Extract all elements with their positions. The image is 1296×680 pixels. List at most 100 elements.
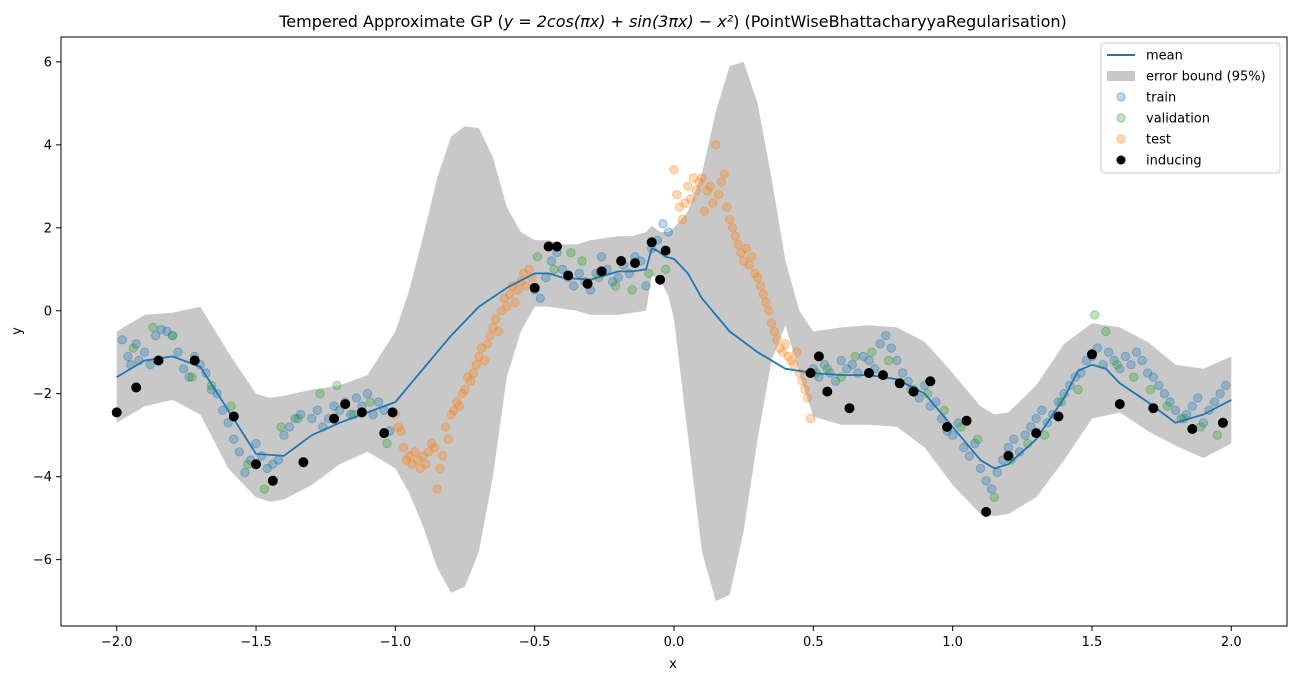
inducing-point	[251, 459, 261, 470]
validation-point	[566, 248, 576, 258]
inducing-point	[805, 368, 816, 378]
train-point	[886, 343, 896, 353]
legend-item-mean: mean	[1107, 49, 1183, 64]
test-point	[496, 306, 506, 316]
test-point	[688, 173, 699, 183]
train-point	[1109, 355, 1119, 366]
test-point	[750, 268, 760, 279]
inducing-point	[616, 256, 627, 266]
legend-label: validation	[1146, 112, 1210, 127]
validation-point	[293, 413, 303, 424]
train-point	[931, 397, 941, 407]
train-point	[875, 339, 885, 349]
test-point	[488, 322, 498, 333]
mean-line	[116, 247, 1232, 470]
inducing-series	[111, 237, 1228, 517]
train-point	[268, 459, 278, 469]
test-point	[711, 140, 721, 150]
train-point	[184, 372, 194, 382]
test-point	[435, 463, 445, 474]
legend-swatch	[1116, 155, 1126, 165]
train-point	[975, 463, 986, 474]
validation-point	[660, 264, 671, 274]
x-tick-label: 0.5	[803, 635, 824, 650]
test-point	[730, 231, 740, 241]
train-point	[329, 401, 339, 411]
inducing-point	[596, 266, 607, 277]
validation-point	[226, 401, 236, 411]
test-point	[521, 281, 531, 291]
test-point	[485, 330, 495, 341]
legend-swatch	[1116, 92, 1126, 102]
test-point	[691, 185, 701, 196]
test-point	[452, 397, 462, 407]
train-point	[936, 413, 947, 424]
legend: mean error bound (95%) train validation test…	[1100, 42, 1281, 174]
train-point	[1221, 380, 1231, 391]
train-point	[1193, 393, 1203, 403]
x-tick-label: 2.0	[1221, 635, 1242, 650]
test-point	[694, 177, 704, 187]
validation-point	[822, 364, 832, 374]
validation-point	[259, 484, 270, 494]
train-point	[1014, 447, 1025, 457]
validation-point	[627, 285, 637, 295]
validation-point	[532, 252, 543, 262]
test-point	[775, 343, 785, 353]
inducing-point	[529, 282, 540, 293]
test-point	[758, 289, 768, 299]
train-point	[1154, 380, 1164, 391]
legend-label: train	[1146, 91, 1176, 106]
validation-point	[577, 256, 587, 266]
train-point	[234, 447, 245, 457]
test-point	[502, 301, 512, 312]
train-point	[334, 405, 345, 415]
train-point	[914, 393, 924, 403]
train-point	[819, 360, 830, 370]
train-point	[1137, 355, 1147, 366]
test-point	[716, 177, 727, 187]
x-tick-label: −0.5	[519, 635, 551, 650]
inducing-point	[552, 241, 562, 252]
x-tick-label: 1.0	[942, 635, 963, 650]
inducing-point	[228, 411, 239, 422]
train-point	[162, 326, 172, 337]
train-point	[312, 405, 322, 415]
validation-point	[549, 264, 559, 274]
inducing-point	[131, 382, 142, 393]
test-point	[680, 198, 690, 208]
test-point	[465, 376, 476, 386]
train-point	[362, 389, 373, 399]
validation-point	[973, 434, 983, 444]
test-point	[474, 351, 484, 362]
train-point	[139, 347, 150, 357]
train-point	[986, 484, 997, 494]
validation-point	[365, 397, 375, 407]
test-point	[674, 202, 685, 212]
train-point	[624, 268, 635, 279]
train-point	[178, 364, 189, 374]
inducing-point	[822, 386, 833, 397]
train-point	[1037, 405, 1047, 415]
legend-swatch	[1116, 134, 1126, 144]
train-point	[173, 347, 183, 357]
train-point	[970, 438, 980, 449]
train-point	[546, 256, 557, 266]
train-point	[117, 335, 128, 345]
inducing-point	[813, 351, 824, 362]
inducing-point	[387, 407, 398, 418]
y-tick-label: 0	[44, 304, 52, 319]
inducing-point	[655, 274, 666, 285]
test-point	[457, 389, 467, 399]
inducing-point	[660, 245, 671, 256]
test-point	[797, 376, 807, 386]
test-point	[769, 326, 779, 337]
test-point	[744, 260, 754, 270]
train-point	[858, 351, 869, 362]
train-point	[1187, 401, 1198, 411]
test-point	[463, 372, 473, 382]
test-point	[752, 272, 763, 283]
validation-point	[1101, 326, 1111, 337]
train-point	[223, 418, 233, 428]
